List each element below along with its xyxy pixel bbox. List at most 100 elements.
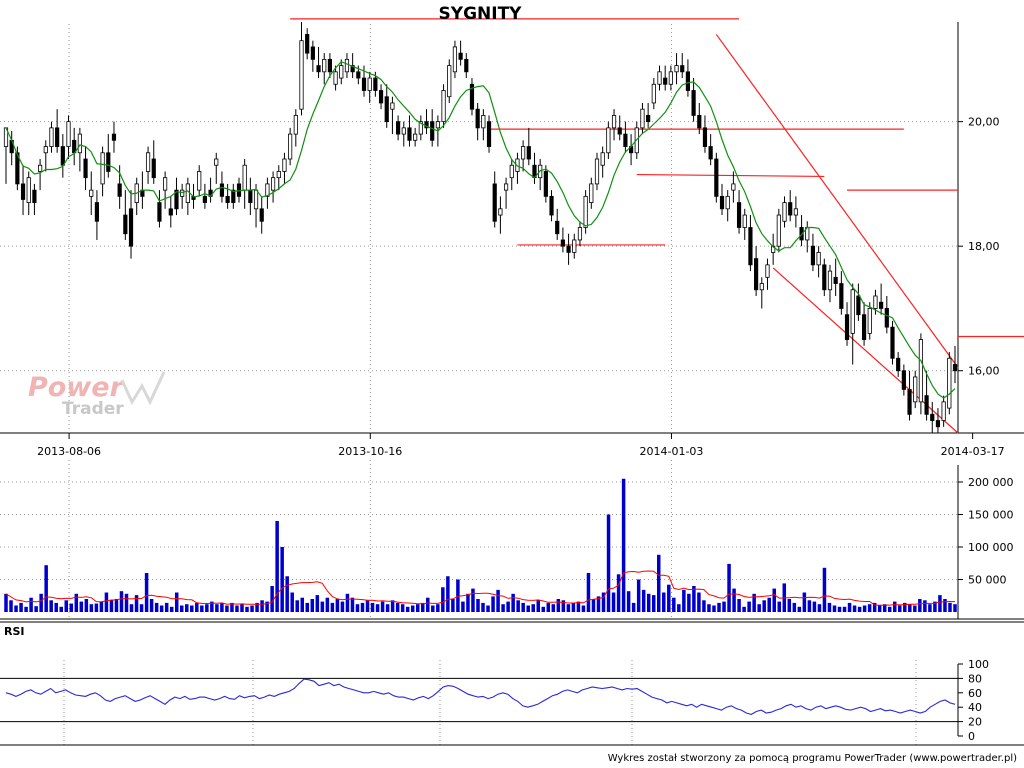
volume-bar [898,605,902,612]
rsi-line [5,678,956,715]
candle-body [310,46,315,60]
candle [128,190,134,259]
candle-body [697,115,702,129]
volume-bar [441,587,445,612]
candle-body [38,164,43,172]
candle-body [793,208,798,216]
candle [458,40,463,66]
volume-bar [390,600,395,612]
candle-body [94,202,100,222]
volume-bar [707,604,711,612]
volume-bar [54,602,58,612]
candle [441,84,446,128]
volume-bar [195,602,199,612]
candle [583,190,588,234]
volume-bar [335,599,340,612]
candle-body [464,58,469,73]
candle-body [168,208,173,216]
candle-body [367,77,372,91]
price-y-axis-ticks: 20,00 18,00 16,00 [958,116,1000,378]
volume-bar [667,584,671,612]
candle-body [248,189,253,203]
volume-bar [405,606,410,612]
volume-bar [903,602,907,612]
volume-bar [636,579,641,612]
volume-bar [531,604,535,612]
volume-bar [415,604,420,612]
candle-body [339,65,344,79]
candle [418,115,423,141]
candle [481,109,486,141]
volume-bar [541,606,546,612]
volume-bar [817,604,822,612]
candle-body [560,239,565,247]
candle-body [896,357,901,372]
candle [805,221,810,253]
volume-bar [892,601,897,612]
candle-body [242,164,247,191]
candle [106,134,111,178]
rsi-y-tick-label: 0 [968,730,975,743]
volume-bar [471,588,475,612]
candle [94,190,100,240]
candle-body [623,133,628,147]
volume-bar [526,605,530,612]
candle-body [327,58,333,73]
volume-bar [375,604,380,612]
candle [526,127,531,166]
candle-body [83,158,88,179]
volume-bar [395,602,400,612]
candle-body [475,108,480,129]
volume-bar [797,606,802,612]
volume-bar [646,593,651,612]
candle [867,302,872,340]
volume-bar [867,604,872,612]
volume-bar [621,478,626,612]
candle-body [748,227,753,266]
candle-body [526,146,531,160]
candle [890,320,895,365]
candle-body [861,314,867,340]
volume-bar [852,605,857,612]
candle-body [49,127,54,147]
volume-bar [606,514,611,612]
candle-body [231,189,236,203]
candle-body [901,370,906,390]
trend-line [715,34,959,368]
volume-bar [84,599,89,612]
volume-bar [807,600,812,612]
candle [640,102,645,135]
candle [384,84,389,128]
candle [492,171,497,228]
volume-bar [14,605,18,612]
volume-bar [345,593,350,612]
candle-body [384,96,389,123]
candle-body [930,413,935,421]
candle-body [839,283,844,309]
candle-body [214,158,219,166]
volume-bar [601,592,606,612]
rsi-label: RSI [4,625,25,638]
powertrader-watermark: Power Trader [28,371,166,419]
date-axis-ticks: 2013-08-06 2013-10-16 2014-01-03 2014-03-17 [37,433,1005,458]
candle-body [219,183,225,197]
candle-body [390,102,395,110]
candle [663,65,668,91]
candle [413,127,418,147]
volume-bar [240,604,244,612]
date-tick-label: 2014-03-17 [941,445,1005,458]
candle-body [594,158,600,185]
volume-bar [431,605,435,612]
candle-body [276,171,281,179]
volume-bar [948,602,952,612]
candle-body [441,90,446,123]
candle [538,159,543,191]
candle [401,121,406,147]
candle [680,53,685,79]
candle [901,364,906,396]
candle-body [430,121,435,141]
candle-body [486,121,492,147]
